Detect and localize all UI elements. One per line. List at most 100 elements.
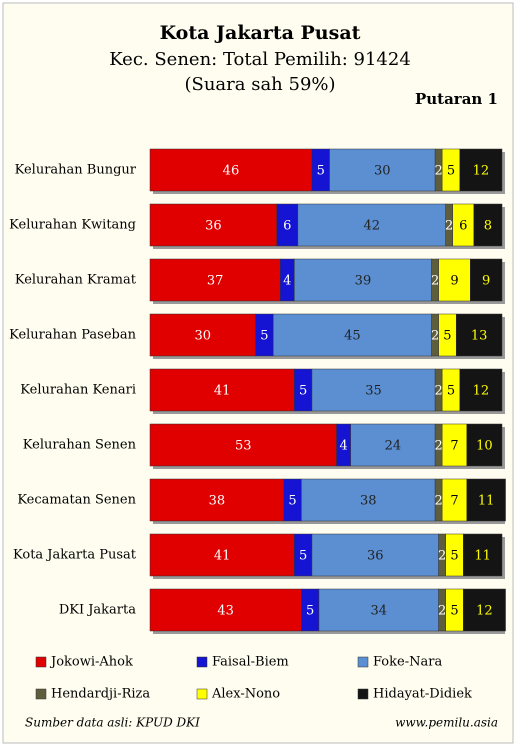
legend-swatch [196, 688, 208, 700]
bar-value-label: 24 [385, 439, 402, 454]
bar-segment [470, 258, 503, 302]
bar-value-label: 13 [471, 329, 488, 344]
bar-segment [149, 203, 277, 247]
bar-value-label: 12 [473, 164, 490, 179]
bar-value-label: 5 [317, 164, 325, 179]
bar-value-label: 35 [365, 384, 382, 399]
bar-value-label: 11 [474, 549, 491, 564]
legend-label: Hendardji-Riza [51, 687, 150, 702]
y-tick-label: Kecamatan Senen [17, 493, 136, 508]
bar-value-label: 5 [260, 329, 268, 344]
bar-value-label: 5 [443, 329, 451, 344]
website: www.pemilu.asia [395, 716, 498, 730]
legend-label: Foke-Nara [373, 655, 442, 670]
bar-segment [149, 368, 295, 412]
bar-value-label: 6 [283, 219, 291, 234]
bar-value-label: 5 [306, 604, 314, 619]
y-tick-label: Kelurahan Bungur [15, 163, 137, 178]
bar-value-label: 2 [431, 329, 439, 344]
bar-value-label: 11 [478, 494, 495, 509]
chart-title: Kota Jakarta Pusat [160, 22, 361, 44]
bar-value-label: 5 [299, 384, 307, 399]
bar-value-label: 36 [205, 219, 222, 234]
bar-segment [311, 533, 439, 577]
bar-value-label: 42 [363, 219, 380, 234]
bar-segment [311, 368, 436, 412]
bar-segment [149, 148, 313, 192]
bar-value-label: 12 [473, 384, 490, 399]
bar-value-label: 5 [447, 164, 455, 179]
bar-value-label: 7 [450, 439, 458, 454]
y-tick-label: Kota Jakarta Pusat [13, 548, 137, 563]
bar-value-label: 2 [438, 604, 446, 619]
bar-value-label: 53 [235, 439, 252, 454]
legend-swatch [357, 656, 369, 668]
bar-value-label: 2 [434, 384, 442, 399]
bar-segment [463, 588, 506, 632]
bar-value-label: 6 [459, 219, 467, 234]
bar-value-label: 2 [445, 219, 453, 234]
legend-label: Hidayat-Didiek [373, 687, 472, 702]
y-tick-label: Kelurahan Kwitang [9, 218, 136, 233]
legend-swatch [196, 656, 208, 668]
legend-label: Alex-Nono [211, 687, 280, 702]
bar-segment [149, 478, 285, 522]
bar-segment [149, 258, 281, 302]
bar-segment [463, 533, 503, 577]
bar-value-label: 9 [482, 274, 490, 289]
bar-value-label: 30 [195, 329, 212, 344]
bar-value-label: 41 [214, 384, 231, 399]
bar-value-label: 7 [450, 494, 458, 509]
bar-segment [318, 588, 439, 632]
bar-segment [455, 313, 503, 357]
bar-value-label: 4 [339, 439, 347, 454]
bar-value-label: 46 [223, 164, 240, 179]
bar-segment [459, 368, 503, 412]
bar-value-label: 43 [217, 604, 234, 619]
bar-segment [473, 203, 503, 247]
y-tick-label: Kelurahan Kenari [20, 383, 136, 398]
bar-segment [294, 258, 432, 302]
round-label: Putaran 1 [415, 90, 498, 108]
bar-value-label: 5 [288, 494, 296, 509]
bar-segment [466, 478, 506, 522]
bar-segment [329, 148, 436, 192]
bar-segment [149, 313, 256, 357]
bar-value-label: 2 [434, 164, 442, 179]
bar-segment [149, 588, 302, 632]
legend-swatch [35, 656, 47, 668]
bar-value-label: 12 [476, 604, 493, 619]
bar-segment [438, 258, 471, 302]
bar-segment [301, 478, 436, 522]
bar-value-label: 2 [434, 494, 442, 509]
bar-value-label: 10 [476, 439, 493, 454]
bar-value-label: 39 [355, 274, 372, 289]
bar-segment [272, 313, 432, 357]
bar-segment [441, 478, 468, 522]
bar-value-label: 30 [374, 164, 391, 179]
bar-value-label: 2 [431, 274, 439, 289]
bar-value-label: 4 [283, 274, 291, 289]
bar-value-label: 9 [450, 274, 458, 289]
bar-segment [466, 423, 503, 467]
bar-value-label: 5 [450, 549, 458, 564]
bar-segment [149, 423, 337, 467]
bar-segment [441, 423, 468, 467]
bar-segment [297, 203, 446, 247]
bar-value-label: 37 [207, 274, 224, 289]
y-tick-label: Kelurahan Kramat [15, 273, 137, 288]
source: Sumber data asli: KPUD DKI [25, 716, 200, 730]
bar-value-label: 2 [438, 549, 446, 564]
bar-value-label: 34 [371, 604, 388, 619]
bar-value-label: 38 [209, 494, 226, 509]
bar-value-label: 5 [299, 549, 307, 564]
bar-segment [149, 533, 295, 577]
chart-subtitle: Kec. Senen: Total Pemilih: 91424 [109, 49, 411, 70]
bar-value-label: 36 [367, 549, 384, 564]
bar-value-label: 8 [484, 219, 492, 234]
bar-value-label: 2 [434, 439, 442, 454]
y-tick-label: Kelurahan Senen [23, 438, 137, 453]
y-tick-label: Kelurahan Paseban [9, 328, 137, 343]
bar-value-label: 5 [447, 384, 455, 399]
